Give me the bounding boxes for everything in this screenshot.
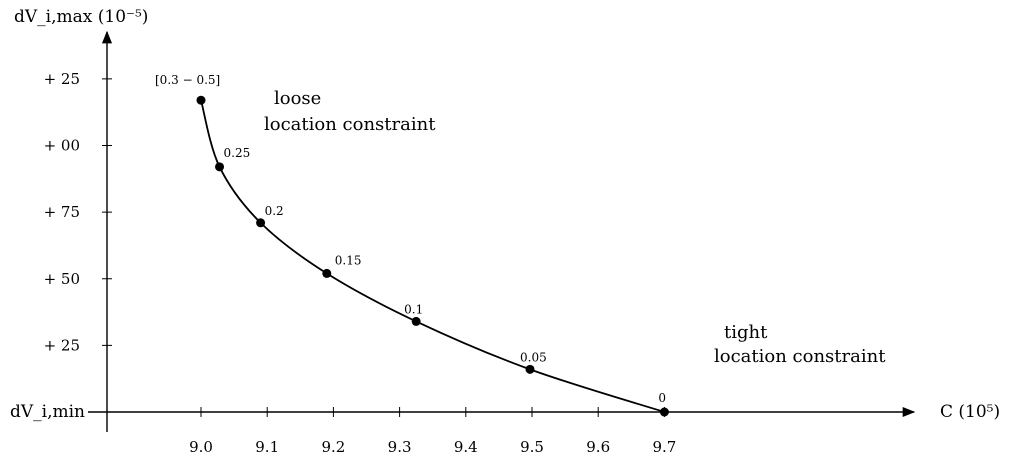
data-point [525,364,535,374]
x-tick-label: 9.1 [255,438,279,456]
x-tick-label: 9.0 [189,438,213,456]
data-point [659,407,669,417]
series-line [200,99,665,413]
y-tick-label: + 50 [44,270,80,288]
data-point [215,162,225,172]
annotation: location constraint [714,346,886,367]
data-point-label: 0.05 [520,350,547,364]
x-tick-label: 9.4 [454,438,478,456]
x-tick-label: 9.5 [520,438,544,456]
data-point [411,316,421,326]
data-point-label: 0.15 [335,253,362,267]
annotation: loose [274,88,321,109]
x-axis-title: C (10⁵) [940,402,1000,422]
data-point-label: 0 [658,391,666,405]
annotation: location constraint [264,114,436,135]
data-point-label: 0.1 [404,302,423,316]
data-point [196,95,206,105]
x-tick-label: 9.6 [586,438,610,456]
data-point [322,268,332,278]
x-tick-label: 9.2 [321,438,345,456]
y-tick-label: + 25 [44,336,80,354]
data-point [256,218,266,228]
annotation: tight [724,322,768,343]
y-tick-label: + 25 [44,70,80,88]
x-tick-label: 9.7 [652,438,676,456]
y-tick-label: + 75 [44,203,80,221]
y-min-label: dV_i,min [10,402,85,422]
x-tick-label: 9.3 [388,438,412,456]
y-axis-title: dV_i,max (10⁻⁵) [14,7,148,27]
data-point-label: 0.25 [224,146,251,160]
data-point-label: [0.3 − 0.5] [155,73,220,87]
data-point-label: 0.2 [265,204,284,218]
y-tick-label: + 00 [44,137,80,155]
